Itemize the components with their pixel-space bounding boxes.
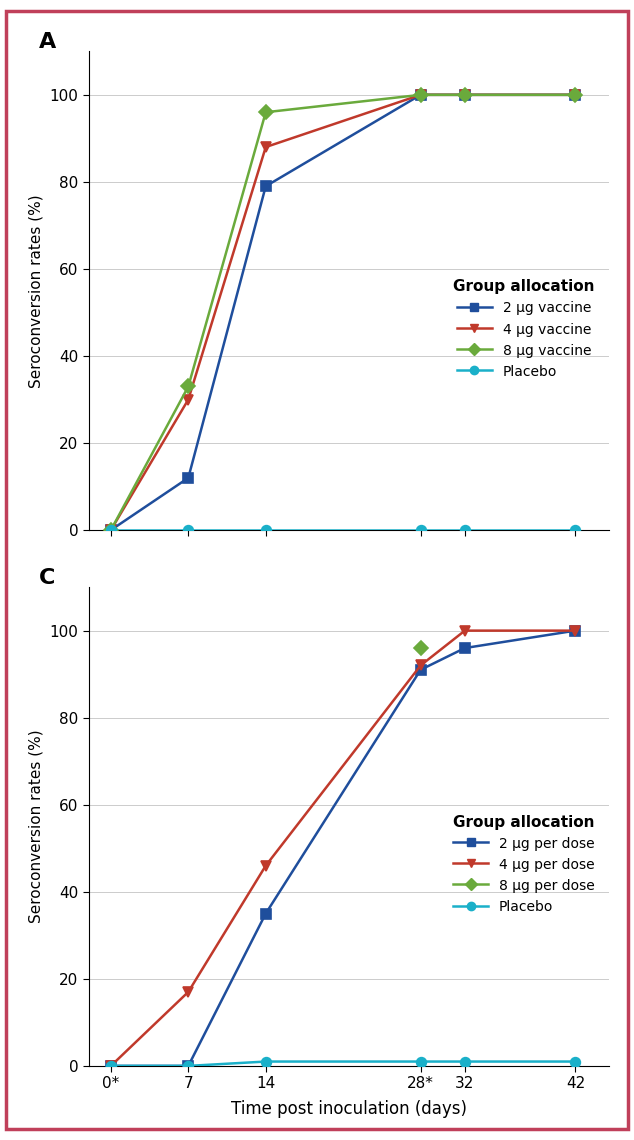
- Y-axis label: Seroconversion rates (%): Seroconversion rates (%): [29, 730, 44, 923]
- Text: A: A: [39, 32, 56, 52]
- Legend: 2 μg vaccine, 4 μg vaccine, 8 μg vaccine, Placebo: 2 μg vaccine, 4 μg vaccine, 8 μg vaccine…: [446, 272, 602, 385]
- Legend: 2 μg per dose, 4 μg per dose, 8 μg per dose, Placebo: 2 μg per dose, 4 μg per dose, 8 μg per d…: [446, 808, 602, 921]
- Text: C: C: [39, 568, 56, 588]
- Y-axis label: Seroconversion rates (%): Seroconversion rates (%): [29, 194, 44, 388]
- X-axis label: Time post inoculation (days): Time post inoculation (days): [231, 1100, 467, 1117]
